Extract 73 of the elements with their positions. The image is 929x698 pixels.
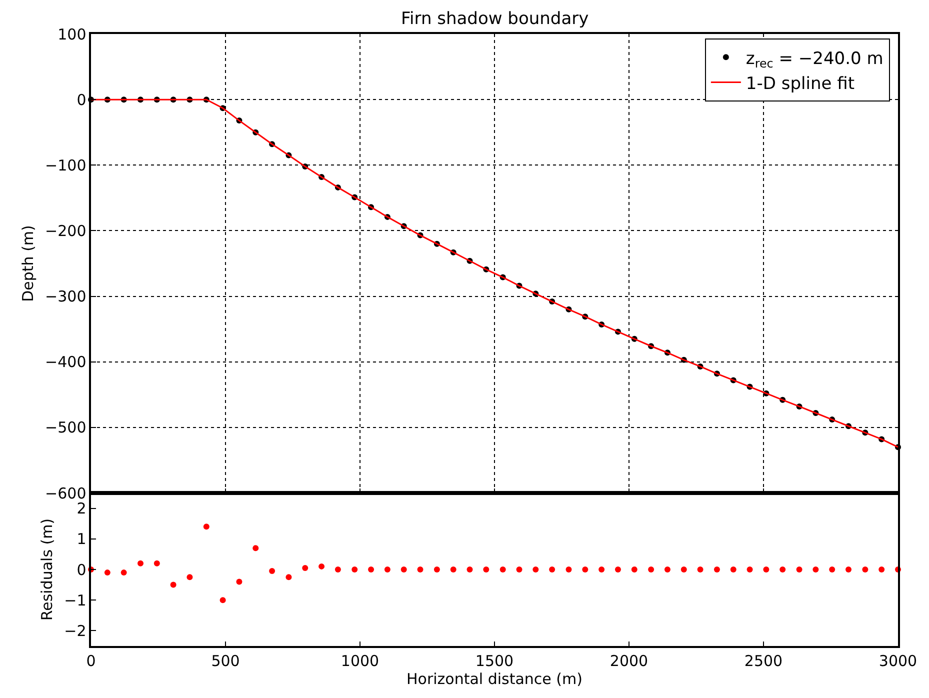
- point: [598, 566, 605, 572]
- point: [582, 566, 588, 572]
- point: [434, 566, 440, 572]
- point: [154, 560, 160, 566]
- point: [384, 566, 390, 572]
- x-tick-label: 1500: [475, 652, 514, 670]
- point: [483, 566, 490, 572]
- chart-title: Firn shadow boundary: [401, 9, 589, 29]
- y-tick-label: 1: [76, 530, 86, 548]
- point: [631, 566, 638, 572]
- y-tick-label: −100: [45, 156, 86, 174]
- point: [566, 566, 572, 572]
- point: [170, 582, 176, 588]
- y-tick-label: −300: [45, 288, 86, 306]
- point: [318, 563, 325, 570]
- point: [220, 597, 226, 604]
- point: [186, 574, 193, 580]
- y-tick-label: 2: [76, 500, 86, 518]
- point: [846, 566, 852, 572]
- point: [500, 566, 506, 572]
- point: [466, 566, 473, 572]
- point: [368, 566, 374, 572]
- y-tick-label: −2: [64, 622, 86, 640]
- point: [549, 566, 556, 572]
- y-axis-title: Residuals (m): [38, 518, 56, 621]
- point: [532, 566, 539, 572]
- point: [714, 566, 720, 572]
- point: [400, 566, 407, 572]
- point: [269, 568, 276, 574]
- y-tick-label: −1: [64, 591, 86, 610]
- point: [450, 566, 456, 572]
- legend-label: z$_{rec}$ = −240.0 m: [746, 48, 884, 70]
- point: [138, 560, 144, 566]
- point: [780, 566, 786, 572]
- point: [302, 564, 308, 571]
- point: [812, 566, 819, 572]
- point: [746, 566, 753, 572]
- x-tick-label: 3000: [878, 652, 918, 670]
- point: [664, 566, 670, 572]
- point: [334, 566, 341, 572]
- point: [120, 570, 127, 576]
- x-tick-label: 2500: [744, 652, 783, 670]
- point: [878, 566, 885, 572]
- point: [286, 574, 292, 580]
- point: [516, 566, 522, 572]
- y-axis-title: Depth (m): [18, 225, 37, 302]
- x-tick-label: 500: [211, 652, 240, 670]
- x-tick-label: 1000: [340, 652, 380, 670]
- y-tick-label: −600: [45, 484, 86, 502]
- point: [763, 566, 770, 572]
- y-tick-label: −200: [45, 222, 86, 240]
- point: [614, 566, 621, 572]
- y-tick-label: 0: [76, 90, 86, 109]
- point: [680, 566, 687, 572]
- point: [648, 566, 654, 572]
- point: [236, 578, 242, 585]
- point: [352, 566, 358, 572]
- y-tick-label: −500: [45, 418, 86, 437]
- y-tick-label: −400: [45, 353, 86, 372]
- x-tick-label: 2000: [610, 652, 648, 670]
- point: [829, 566, 836, 572]
- point: [417, 566, 424, 572]
- point: [203, 524, 210, 530]
- point: [697, 566, 704, 572]
- point: [104, 570, 110, 576]
- point: [862, 566, 868, 572]
- point: [796, 566, 802, 572]
- point: [730, 566, 736, 572]
- point: [252, 545, 259, 552]
- y-tick-label: 0: [76, 560, 86, 579]
- legend-label: 1-D spline fit: [746, 74, 855, 94]
- x-axis-title: Horizontal distance (m): [406, 670, 583, 688]
- y-tick-label: 100: [58, 25, 86, 44]
